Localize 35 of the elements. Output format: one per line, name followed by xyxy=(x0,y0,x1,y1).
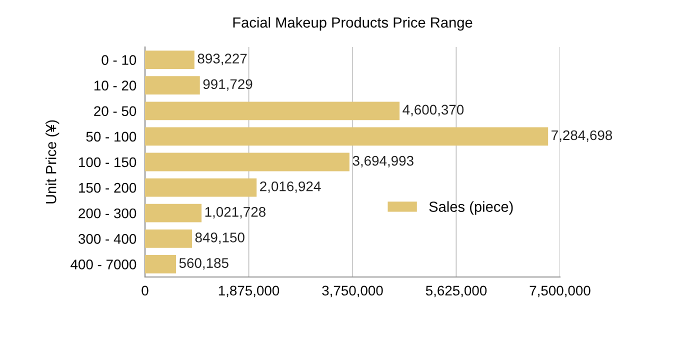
bar xyxy=(145,204,202,222)
data-label: 4,600,370 xyxy=(402,104,464,116)
bar xyxy=(145,50,194,69)
bar xyxy=(145,178,257,197)
data-label: 893,227 xyxy=(198,54,247,66)
y-tick-label: 100 - 150 xyxy=(79,157,136,168)
y-axis-title: Unit Price (¥) xyxy=(46,120,60,204)
bar xyxy=(145,102,400,120)
y-tick-label: 0 - 10 xyxy=(102,55,136,65)
data-label: 991,729 xyxy=(203,79,252,91)
data-label: 560,185 xyxy=(179,258,228,270)
y-tick-label: 150 - 200 xyxy=(79,182,136,193)
data-label: 7,284,698 xyxy=(552,130,612,142)
x-tick-label: 0 xyxy=(142,286,148,296)
chart-title: Facial Makeup Products Price Range xyxy=(233,16,472,31)
y-tick-label: 10 - 20 xyxy=(94,80,136,91)
data-label: 1,021,728 xyxy=(205,207,266,218)
y-tick-label: 200 - 300 xyxy=(78,208,136,218)
data-label: 2,016,924 xyxy=(260,181,321,193)
data-label: 3,694,993 xyxy=(352,156,414,168)
data-label: 849,150 xyxy=(195,232,244,244)
x-tick-label: 5,625,000 xyxy=(426,286,487,298)
y-tick-label: 300 - 400 xyxy=(78,234,136,244)
bar xyxy=(145,229,192,248)
x-tick-label: 3,750,000 xyxy=(322,286,383,298)
bar xyxy=(145,152,350,172)
y-tick-label: 50 - 100 xyxy=(86,132,136,142)
x-tick-label: 1,875,000 xyxy=(218,286,280,298)
y-tick-label: 20 - 50 xyxy=(94,106,136,116)
bar xyxy=(145,255,176,274)
bar xyxy=(145,127,548,146)
bar xyxy=(145,76,200,95)
legend-label: Sales (piece) xyxy=(429,201,513,215)
x-tick-label: 7,500,000 xyxy=(530,286,590,298)
y-tick-label: 400 - 7000 xyxy=(70,260,136,270)
